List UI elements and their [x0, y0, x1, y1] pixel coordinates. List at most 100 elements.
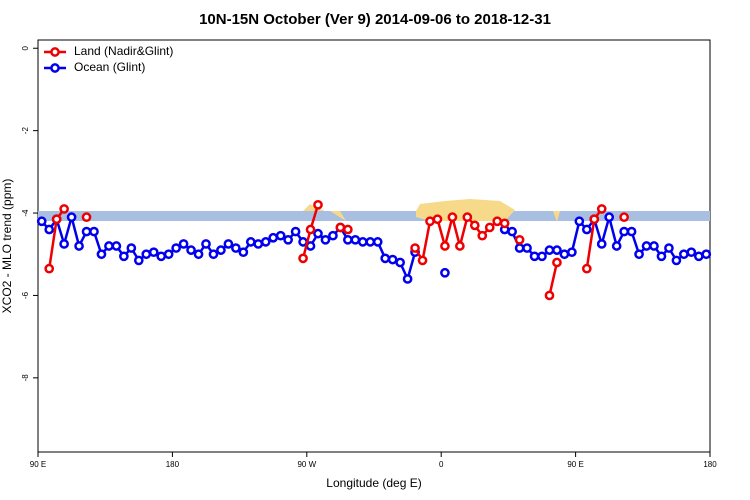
point: [343, 234, 353, 245]
point: [544, 290, 555, 301]
point: [238, 247, 249, 258]
point: [507, 226, 517, 237]
point: [156, 251, 167, 262]
y-tick-label: -4: [21, 209, 30, 217]
point: [59, 239, 69, 249]
point: [581, 224, 592, 235]
point: [581, 263, 592, 274]
x-tick-label: 90 E: [30, 460, 46, 469]
x-tick-label: 90 W: [297, 460, 316, 469]
point: [596, 239, 607, 249]
legend-marker: [50, 47, 60, 57]
point: [89, 226, 99, 237]
point: [193, 249, 204, 260]
point: [552, 257, 562, 268]
point: [111, 241, 122, 251]
x-tick-label: 180: [703, 460, 717, 469]
point: [44, 224, 55, 235]
point: [126, 243, 137, 253]
plot-frame: [37, 39, 711, 453]
point: [171, 243, 181, 253]
land-silhouette: [303, 199, 560, 222]
y-tick-label: 0: [21, 45, 30, 50]
point: [656, 251, 667, 262]
point: [223, 239, 234, 249]
y-tick-label: -6: [21, 291, 30, 299]
point: [537, 251, 547, 262]
point: [611, 241, 622, 251]
point: [81, 226, 92, 237]
point: [253, 239, 264, 249]
point: [104, 241, 114, 251]
point: [440, 267, 450, 278]
point: [335, 222, 346, 233]
point: [298, 253, 308, 264]
point: [59, 204, 69, 214]
point: [679, 249, 689, 260]
point: [596, 204, 607, 214]
point: [81, 212, 92, 223]
point: [492, 216, 503, 227]
point: [350, 234, 361, 245]
point: [604, 212, 615, 223]
point: [402, 274, 413, 284]
point: [395, 257, 405, 268]
point: [320, 234, 331, 245]
x-tick-label: 180: [166, 460, 180, 469]
point: [514, 234, 525, 245]
point: [343, 224, 353, 235]
point: [283, 234, 293, 245]
point: [163, 249, 174, 260]
point: [634, 249, 644, 260]
point: [74, 241, 84, 251]
point: [372, 237, 383, 247]
point: [619, 212, 629, 223]
point: [141, 249, 152, 260]
point: [701, 249, 712, 260]
point: [201, 239, 211, 249]
point: [484, 222, 495, 233]
chart-title: 10N-15N October (Ver 9) 2014-09-06 to 20…: [199, 11, 551, 28]
point: [693, 251, 704, 262]
y-tick-label: -8: [21, 374, 30, 382]
point: [462, 212, 473, 223]
point: [425, 216, 435, 227]
x-axis-label: Longitude (deg E): [326, 476, 421, 490]
point: [231, 243, 241, 253]
point: [574, 216, 585, 227]
point: [447, 212, 458, 223]
point: [313, 199, 323, 210]
point: [626, 226, 637, 237]
point: [589, 214, 600, 225]
point: [522, 243, 532, 253]
point: [148, 247, 159, 258]
point: [469, 220, 480, 231]
point: [477, 230, 488, 241]
legend-label: Land (Nadir&Glint): [74, 44, 173, 58]
point: [552, 245, 562, 255]
y-tick-label: -2: [21, 127, 30, 135]
x-tick-label: 0: [439, 460, 444, 469]
point: [410, 243, 420, 253]
point: [671, 255, 682, 266]
point: [260, 237, 271, 247]
point: [313, 228, 323, 239]
point: [66, 212, 77, 223]
x-tick-label: 90 E: [567, 460, 583, 469]
point: [208, 249, 219, 260]
point: [544, 245, 555, 255]
point: [357, 237, 368, 247]
point: [432, 214, 443, 225]
point: [186, 245, 196, 255]
point: [559, 249, 570, 260]
point: [133, 255, 144, 266]
point: [649, 241, 659, 251]
point: [275, 230, 286, 241]
point: [305, 241, 316, 251]
point: [641, 241, 652, 251]
legend-marker: [50, 63, 60, 73]
point: [567, 247, 577, 258]
point: [298, 237, 308, 247]
